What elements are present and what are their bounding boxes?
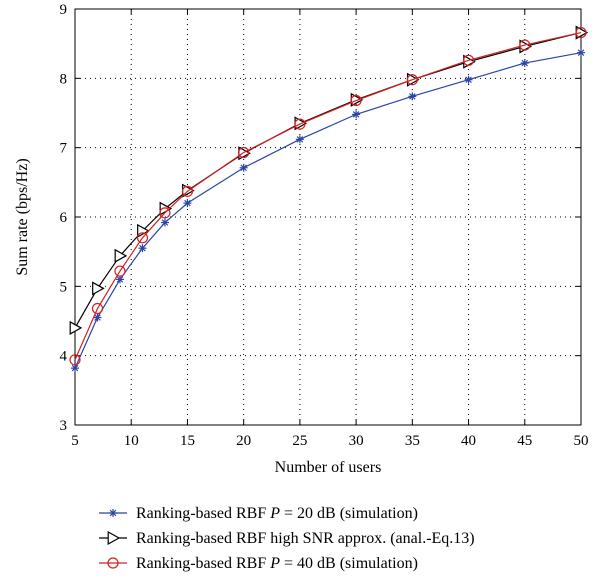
x-tick-label: 20 [236, 433, 251, 449]
data-point-circle [294, 118, 306, 130]
legend-label: Ranking-based RBF high SNR approx. (anal… [136, 530, 475, 547]
data-point-asterisk [71, 364, 79, 373]
data-point-circle [114, 265, 126, 277]
series-line [74, 52, 582, 369]
x-tick-label: 10 [124, 433, 139, 449]
legend-entry-3: Ranking-based RBF P = 40 dB (simulation) [99, 555, 418, 572]
data-point-circle [107, 557, 119, 569]
data-point-circle [69, 354, 81, 366]
data-point-circle [181, 185, 194, 197]
legend-entry-2: Ranking-based RBF high SNR approx. (anal… [99, 530, 475, 547]
data-point-circle [238, 146, 250, 159]
legend-entry-1: Ranking-based RBF P = 20 dB (simulation) [99, 505, 418, 522]
legend-label: Ranking-based RBF P = 40 dB (simulation) [136, 555, 418, 572]
x-tick-label: 40 [461, 433, 476, 449]
y-tick-label: 7 [60, 141, 68, 157]
data-point-circle [575, 26, 587, 39]
data-point-circle [462, 54, 475, 66]
data-point-circle [406, 74, 418, 86]
data-point-circle [350, 94, 362, 107]
y-tick-label: 4 [60, 349, 68, 365]
x-tick-label: 45 [517, 433, 532, 449]
data-point-asterisk [239, 163, 248, 172]
data-point-asterisk [464, 75, 473, 84]
data-point-asterisk [109, 509, 117, 517]
x-tick-label: 15 [180, 433, 195, 449]
series-layer [69, 25, 589, 373]
series-line [74, 31, 582, 329]
series-line [74, 31, 582, 361]
y-tick-label: 3 [60, 418, 68, 434]
y-tick-label: 5 [60, 279, 68, 295]
x-tick-label: 5 [71, 433, 79, 449]
data-point-asterisk [138, 244, 147, 253]
data-point-asterisk [520, 59, 529, 68]
data-point-circle [136, 232, 149, 244]
data-point-asterisk [183, 199, 192, 208]
data-point-asterisk [295, 135, 304, 144]
data-point-triangle [69, 320, 83, 335]
data-point-triangle [107, 530, 121, 546]
legend: Ranking-based RBF P = 20 dB (simulation)… [99, 505, 475, 572]
data-point-triangle [114, 248, 128, 263]
x-tick-label: 25 [292, 433, 307, 449]
y-axis-label: Sum rate (bps/Hz) [14, 158, 31, 275]
data-point-asterisk [577, 48, 585, 57]
data-point-asterisk [93, 313, 102, 322]
series-3 [69, 26, 587, 366]
data-point-circle [91, 302, 104, 315]
data-point-asterisk [160, 218, 169, 227]
series-2 [69, 25, 589, 335]
series-1 [71, 48, 585, 373]
x-tick-label: 30 [349, 433, 364, 449]
x-tick-label: 35 [405, 433, 420, 449]
y-tick-label: 8 [60, 71, 68, 87]
data-point-circle [519, 39, 531, 51]
data-point-asterisk [408, 92, 417, 101]
data-point-asterisk [352, 110, 361, 119]
y-tick-label: 9 [60, 2, 68, 18]
legend-label: Ranking-based RBF P = 20 dB (simulation) [136, 505, 418, 522]
data-point-asterisk [115, 275, 124, 284]
y-tick-label: 6 [60, 210, 68, 226]
grid-lines [75, 9, 581, 425]
data-point-triangle [92, 281, 105, 296]
x-tick-label: 50 [574, 433, 589, 449]
x-axis-label: Number of users [275, 459, 382, 476]
data-point-circle [159, 207, 171, 219]
